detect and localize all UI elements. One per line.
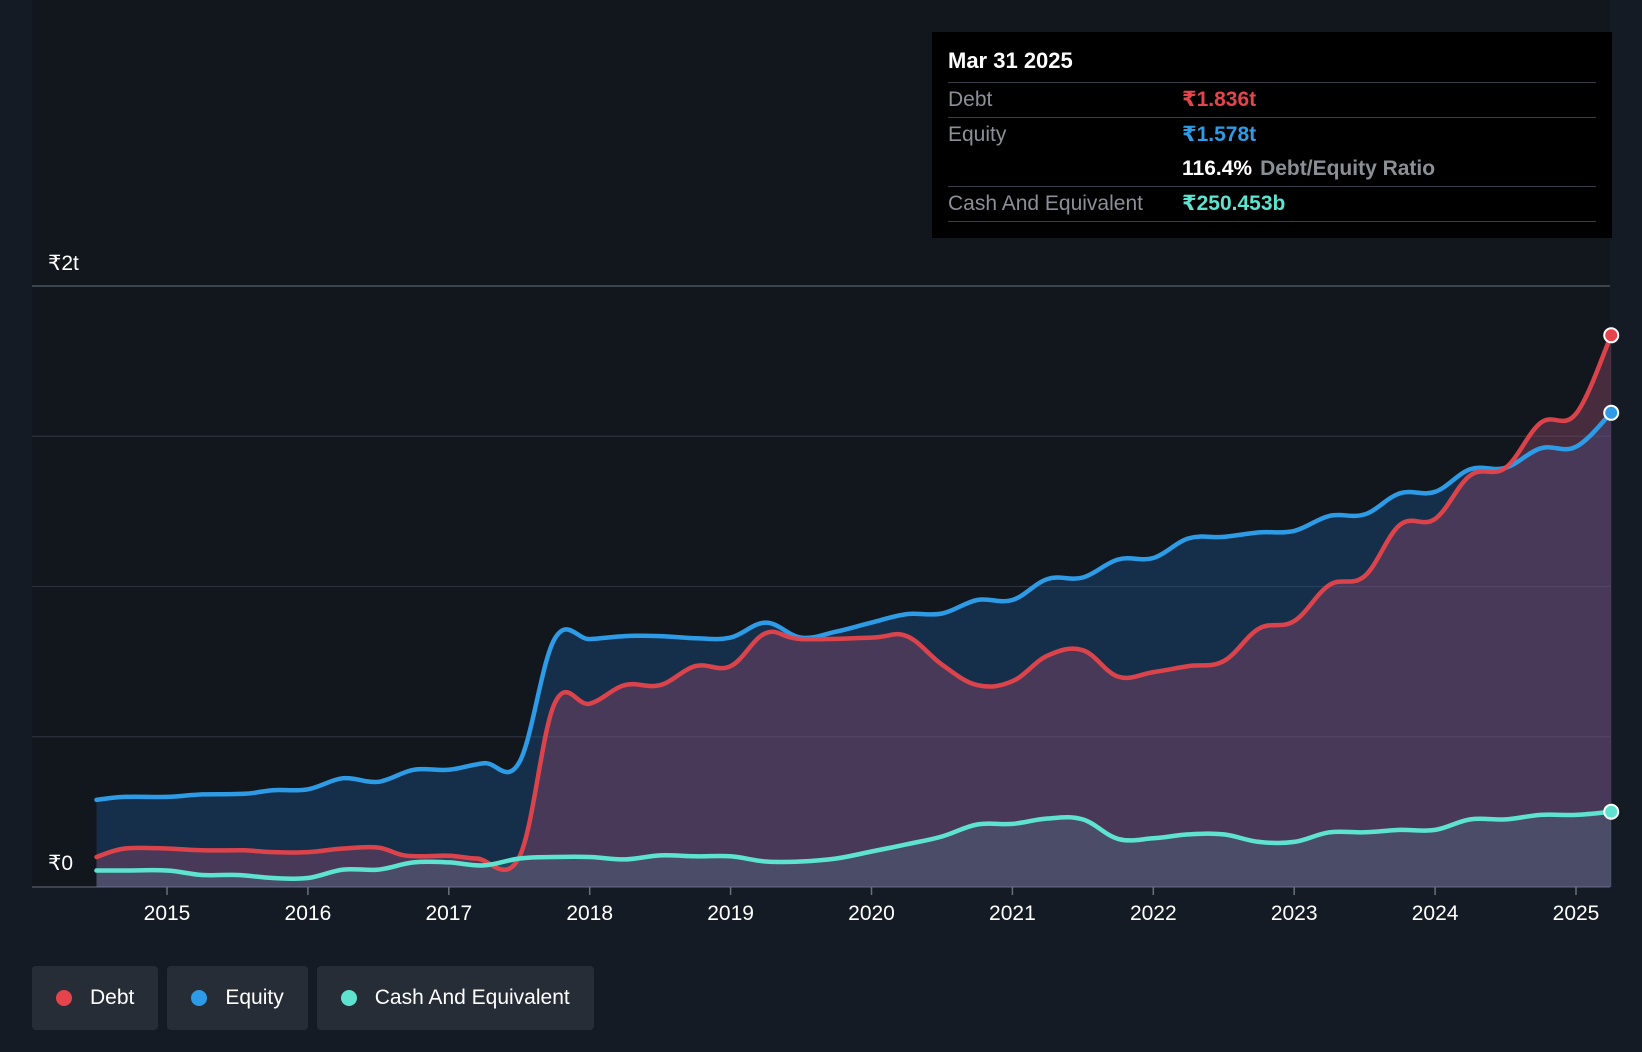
x-tick-label: 2015 (144, 902, 191, 925)
x-tick-label: 2021 (989, 902, 1036, 925)
series-areas (96, 335, 1612, 887)
chart-legend: Debt Equity Cash And Equivalent (32, 966, 594, 1030)
legend-label-debt: Debt (90, 986, 135, 1009)
x-tick-label: 2023 (1271, 902, 1318, 925)
tooltip-date: Mar 31 2025 (948, 48, 1073, 73)
legend-item-cash[interactable]: Cash And Equivalent (316, 966, 594, 1030)
legend-dot-equity-icon (191, 990, 208, 1006)
tooltip-equity-label: Equity (948, 123, 1007, 146)
y-tick-zero-label: ₹0 (48, 852, 73, 875)
tooltip-row-equity: Equity ₹1.578t (948, 117, 1596, 152)
gridlines (32, 285, 1610, 888)
tooltip-cash-value: ₹250.453b (1182, 192, 1286, 215)
series-lines (94, 333, 1614, 882)
area-debt (96, 335, 1612, 887)
area-cash-and-equivalent (96, 811, 1612, 887)
tooltip-panel: Mar 31 2025 Debt ₹1.836t Equity ₹1.578t … (932, 32, 1612, 238)
end-marker-equity (1603, 404, 1620, 421)
x-tick-label: 2018 (566, 902, 613, 925)
x-axis-ticks: 2015 2016 2017 2018 2019 2020 2021 2022 2023 2024… (144, 887, 1600, 925)
legend-item-equity[interactable]: Equity (167, 966, 308, 1030)
x-tick-label: 2017 (425, 902, 472, 925)
area-overlap-tint (96, 335, 1612, 887)
x-tick-label: 2022 (1130, 902, 1177, 925)
line-debt (94, 333, 1614, 873)
tooltip-ratio-value: 116.4% (1182, 157, 1253, 180)
x-tick-label: 2016 (285, 902, 332, 925)
area-equity (96, 412, 1612, 887)
x-tick-label: 2020 (848, 902, 895, 925)
tooltip-row-ratio: 116.4% Debt/Equity Ratio (948, 152, 1596, 186)
legend-label-equity: Equity (225, 986, 284, 1009)
line-equity (94, 410, 1614, 803)
x-tick-label: 2024 (1412, 902, 1459, 925)
end-markers (1603, 327, 1620, 820)
end-marker-debt (1603, 327, 1620, 344)
x-tick-label: 2025 (1553, 902, 1600, 925)
legend-label-cash: Cash And Equivalent (374, 986, 570, 1009)
tooltip-ratio-label: Debt/Equity Ratio (1260, 157, 1436, 180)
end-marker-cash-and-equivalent (1603, 803, 1620, 820)
legend-item-debt[interactable]: Debt (32, 966, 159, 1030)
legend-dot-cash-icon (340, 990, 357, 1006)
tooltip-ratio-spacer (948, 152, 1182, 186)
tooltip-debt-value: ₹1.836t (1182, 88, 1257, 111)
tooltip-row-cash: Cash And Equivalent ₹250.453b (948, 186, 1596, 222)
tooltip-cash-label: Cash And Equivalent (948, 192, 1143, 215)
legend-dot-debt-icon (56, 990, 72, 1006)
line-cash-and-equivalent (94, 809, 1614, 882)
y-tick-top-label: ₹2t (48, 252, 79, 275)
tooltip-row-debt: Debt ₹1.836t (948, 82, 1596, 117)
x-tick-label: 2019 (707, 902, 754, 925)
tooltip-equity-value: ₹1.578t (1182, 123, 1257, 146)
tooltip-debt-label: Debt (948, 88, 993, 111)
